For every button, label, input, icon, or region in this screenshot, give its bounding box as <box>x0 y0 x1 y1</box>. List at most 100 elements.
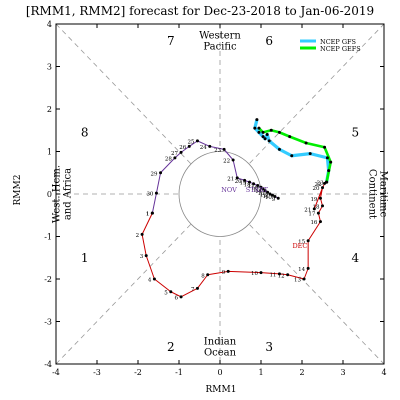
day-label: 14 <box>255 189 262 195</box>
series-point-ncep-gfs <box>277 147 281 151</box>
day-label: 21 <box>227 176 234 182</box>
phase-number-5: 5 <box>351 125 359 139</box>
region-label-line: Indian <box>204 337 237 348</box>
series-point-observed-dec- <box>195 286 199 290</box>
series-point-observed-dec- <box>150 211 154 215</box>
series-point-observed-nov- <box>208 144 212 148</box>
x-tick-label: -4 <box>52 368 60 377</box>
day-label: 6 <box>175 295 179 301</box>
day-label: 8 <box>201 273 205 279</box>
day-label: 7 <box>191 287 195 293</box>
amplitude-unit-circle <box>178 151 262 237</box>
series-line-ncep-gfs <box>253 119 331 183</box>
day-label: 16 <box>310 220 317 226</box>
month-label-start: START <box>246 186 269 194</box>
series-point-ncep-gfs <box>253 126 257 130</box>
series-point-observed-nov- <box>248 180 252 184</box>
day-label: 20 <box>235 179 242 185</box>
day-label: 14 <box>298 267 305 273</box>
series-point-ncep-gfs <box>261 135 265 139</box>
day-label: 9 <box>272 197 276 203</box>
series-point-ncep-gefs <box>257 126 261 130</box>
y-tick-label: 0 <box>47 190 52 199</box>
day-label: 4 <box>148 278 152 284</box>
y-tick-label: 4 <box>47 20 52 29</box>
legend: NCEP GFS NCEP GEFS <box>300 38 361 53</box>
phase-number-8: 8 <box>81 125 89 139</box>
y-tick-label: -1 <box>44 233 52 242</box>
series-point-observed-nov- <box>173 156 177 160</box>
series-point-observed-dec- <box>277 272 281 276</box>
x-tick-label: -2 <box>134 368 142 377</box>
day-label: 29 <box>151 171 158 177</box>
day-label: 26 <box>179 145 186 151</box>
day-label: 12 <box>278 273 285 279</box>
region-label-line: Pacific <box>203 42 237 53</box>
day-label: 18 <box>244 182 251 188</box>
series-point-ncep-gfs <box>325 156 329 160</box>
day-label: 22 <box>223 159 230 165</box>
chart-title: [RMM1, RMM2] forecast for Dec-23-2018 to… <box>26 4 374 18</box>
series-point-ncep-gefs <box>329 160 333 164</box>
day-label: 30 <box>146 192 153 198</box>
series-point-ncep-gefs <box>304 141 308 145</box>
day-label: 5 <box>164 290 168 296</box>
region-west-hem-africa: West. Hem. and Africa <box>52 165 74 223</box>
x-tick-label: 3 <box>340 368 345 377</box>
series-point-observed-nov- <box>243 178 247 182</box>
day-label: 17 <box>308 212 315 218</box>
series-point-observed-dec- <box>152 277 156 281</box>
series-point-ncep-gefs <box>325 180 329 184</box>
series-point-observed-nov- <box>252 182 256 186</box>
series-point-observed-nov- <box>231 158 235 162</box>
phase-number-4: 4 <box>351 251 359 265</box>
x-tick-label: -1 <box>175 368 183 377</box>
day-label: 11 <box>262 194 269 200</box>
region-label-line: West. Hem. <box>52 165 63 223</box>
day-label: 2 <box>136 233 140 239</box>
series-point-observed-dec- <box>206 273 210 277</box>
day-label: 9 <box>222 270 226 276</box>
x-tick-label: 1 <box>258 368 263 377</box>
series-point-observed-nov- <box>261 187 265 191</box>
series-point-observed-dec- <box>318 196 322 200</box>
day-label: 11 <box>269 272 276 278</box>
x-tick-label: 2 <box>299 368 304 377</box>
series-point-ncep-gfs <box>290 154 294 158</box>
series-point-ncep-gfs <box>327 169 331 173</box>
series-point-observed-nov- <box>195 139 199 143</box>
month-label-nov: NOV <box>221 186 237 194</box>
day-label: 24 <box>200 145 207 151</box>
day-label: 16 <box>251 186 258 192</box>
y-tick-label: 3 <box>47 63 52 72</box>
series-point-observed-dec- <box>312 207 316 211</box>
series-point-observed-nov- <box>270 193 274 197</box>
series-point-observed-dec- <box>318 220 322 224</box>
series-point-ncep-gefs <box>261 130 265 134</box>
series-point-observed-nov- <box>154 191 158 195</box>
x-tick-label: 0 <box>217 368 222 377</box>
phase-number-1: 1 <box>81 251 89 265</box>
series-point-observed-dec- <box>286 273 290 277</box>
series-point-observed-dec- <box>321 186 324 190</box>
day-label: 13 <box>294 278 301 284</box>
series-point-observed-nov- <box>259 185 263 189</box>
day-label: 22 <box>315 182 322 188</box>
series-point-observed-dec- <box>179 295 183 299</box>
day-label: 17 <box>248 184 255 190</box>
x-tick-label: 4 <box>381 368 386 377</box>
series-point-observed-dec- <box>306 239 310 243</box>
series-point-observed-nov- <box>187 144 191 148</box>
series-point-observed-dec- <box>140 232 144 236</box>
y-tick-label: 2 <box>47 105 52 114</box>
series-point-ncep-gefs <box>323 145 327 149</box>
series-point-ncep-gfs <box>308 152 312 156</box>
region-label-line: Western <box>199 31 241 42</box>
y-tick-label: -2 <box>44 275 52 284</box>
day-label: 25 <box>187 139 194 145</box>
series-point-ncep-gfs <box>257 130 261 134</box>
series-point-observed-nov- <box>222 147 226 151</box>
region-label-line: Ocean <box>204 348 237 359</box>
series-point-observed-dec- <box>144 254 148 258</box>
series-point-observed-dec- <box>306 266 310 270</box>
